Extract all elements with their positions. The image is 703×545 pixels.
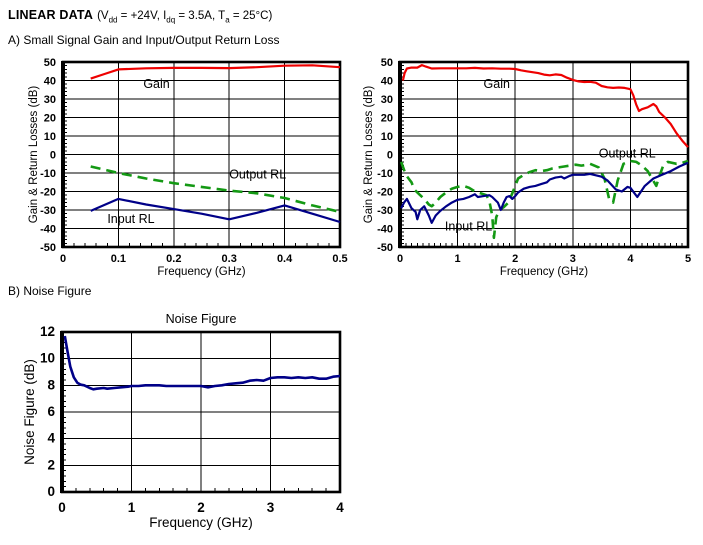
y-tick-label: 30 [381, 94, 393, 106]
y-tick-label: 2 [47, 457, 55, 472]
y-tick-label: -40 [377, 224, 393, 236]
x-tick-label: 2 [512, 253, 518, 265]
x-tick-label: 0.4 [277, 253, 293, 265]
y-tick-label: 10 [40, 351, 55, 366]
curve-label-input-rl: Input RL [107, 212, 154, 226]
x-axis-title: Frequency (GHz) [149, 515, 253, 530]
y-tick-label: 4 [47, 431, 55, 446]
y-tick-label: 0 [47, 484, 55, 499]
x-tick-label: 0.2 [166, 253, 181, 265]
y-tick-label: 6 [47, 404, 55, 419]
x-tick-label: 0 [397, 253, 403, 265]
x-tick-label: 4 [627, 253, 634, 265]
cond-part: = 3.5A, T [175, 10, 226, 22]
series-line-input-rl [90, 197, 341, 224]
series-line-gain [90, 64, 341, 80]
curve-label-input-rl: Input RL [445, 219, 492, 233]
section-a-heading: A) Small Signal Gain and Input/Output Re… [8, 33, 280, 47]
series-line-input-rl [400, 161, 689, 224]
x-tick-label: 0.3 [222, 253, 237, 265]
y-tick-label: -50 [377, 242, 393, 254]
y-tick-label: 20 [381, 113, 393, 125]
y-tick-label: 10 [44, 131, 56, 143]
curve-label-gain: Gain [484, 77, 510, 91]
y-tick-label: -20 [40, 187, 56, 199]
x-tick-label: 5 [685, 253, 691, 265]
y-axis-title: Gain & Return Losses (dB) [28, 86, 40, 224]
x-tick-label: 2 [197, 500, 205, 515]
curve-label-gain: Gain [143, 77, 169, 91]
x-tick-label: 3 [267, 500, 275, 515]
gain-return-loss-full-band-chart: Gain Output RL Input RL 0 1 2 3 4 5 50 40 30 20 10 0 -1… [363, 57, 691, 278]
y-tick-label: -30 [377, 205, 393, 217]
x-tick-label: 1 [128, 500, 136, 515]
y-tick-label: 8 [47, 377, 55, 392]
y-tick-label: -40 [40, 224, 56, 236]
x-axis-title: Frequency (GHz) [157, 266, 245, 278]
y-tick-label: 40 [381, 76, 393, 88]
curve-label-output-rl: Output RL [229, 168, 286, 182]
test-conditions: (Vdd = +24V, Idq = 3.5A, Ta = 25°C) [97, 10, 273, 25]
y-tick-label: -10 [377, 168, 393, 180]
y-tick-label: -30 [40, 205, 56, 217]
series-line-output-rl [90, 165, 341, 214]
cond-sub: a [225, 15, 230, 25]
cond-sub: dq [166, 15, 176, 25]
y-tick-label: 20 [44, 113, 56, 125]
gridlines [62, 332, 340, 492]
cond-part: = +24V, I [117, 10, 167, 22]
x-tick-label: 0.1 [111, 253, 126, 265]
y-tick-label: 10 [381, 131, 393, 143]
x-tick-label: 0 [58, 500, 66, 515]
gridlines [63, 62, 340, 247]
y-axis-title: Gain & Return Losses (dB) [363, 86, 375, 224]
y-tick-label: 50 [44, 57, 56, 69]
x-tick-label: 3 [570, 253, 576, 265]
cond-part: (V [97, 10, 109, 22]
section-b-heading: B) Noise Figure [8, 284, 92, 298]
gain-return-loss-low-band-chart: Gain Output RL Input RL 0 0.1 0.2 0.3 0.4 0.5 50 4… [28, 57, 348, 278]
y-tick-label: -50 [40, 242, 56, 254]
y-axis-title: Noise Figure (dB) [22, 359, 37, 465]
series-line-noise-figure [63, 335, 341, 391]
y-tick-label: 30 [44, 94, 56, 106]
y-tick-label: 0 [387, 150, 393, 162]
gridlines [400, 62, 688, 247]
curve-label-output-rl: Output RL [599, 146, 656, 160]
series-line-gain [401, 64, 689, 148]
x-tick-label: 0.5 [332, 253, 347, 265]
cond-sub: dd [108, 15, 118, 25]
y-tick-label: -10 [40, 168, 56, 180]
x-tick-label: 0 [60, 253, 66, 265]
x-tick-label: 4 [336, 500, 344, 515]
y-tick-label: 50 [381, 57, 393, 69]
chart-title: Noise Figure [166, 312, 237, 326]
y-tick-label: 0 [50, 150, 56, 162]
x-axis-title: Frequency (GHz) [500, 266, 588, 278]
cond-part: = 25°C) [229, 10, 273, 22]
x-tick-label: 1 [455, 253, 461, 265]
y-tick-label: 40 [44, 76, 56, 88]
y-tick-label: -20 [377, 187, 393, 199]
series-line-output-rl [399, 159, 689, 240]
page-title: LINEAR DATA [8, 8, 94, 22]
page-header: LINEAR DATA (Vdd = +24V, Idq = 3.5A, Ta =… [8, 6, 272, 24]
y-tick-label: 12 [40, 324, 55, 339]
